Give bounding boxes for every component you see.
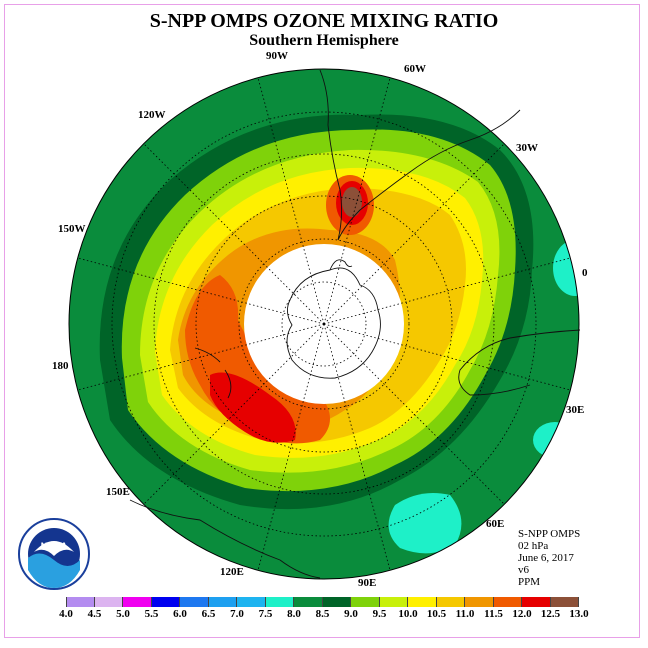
color-swatch [95,597,124,607]
longitude-label-150w: 150W [58,223,86,235]
color-swatch [180,597,209,607]
longitude-label-0: 0 [582,267,588,279]
color-swatch [123,597,152,607]
color-swatch [408,597,437,607]
scale-tick-label: 10.0 [398,608,417,620]
pressure-level: 02 hPa [518,540,580,552]
color-scale-bar [66,597,579,607]
longitude-label-120w: 120W [138,109,166,121]
product-name: S-NPP OMPS [518,528,580,540]
longitude-label-150e: 150E [106,486,130,498]
scale-tick-label: 5.5 [145,608,159,620]
scale-tick-label: 6.0 [173,608,187,620]
color-swatch [380,597,409,607]
scale-tick-label: 9.5 [373,608,387,620]
scale-tick-label: 7.5 [259,608,273,620]
color-swatch [351,597,380,607]
longitude-label-180: 180 [52,360,69,372]
product-version: v6 [518,564,580,576]
color-swatch [152,597,181,607]
noaa-logo-text: NOAA [41,541,68,551]
product-info: S-NPP OMPS 02 hPa June 6, 2017 v6 PPM [518,528,580,588]
color-swatch [237,597,266,607]
color-scale-ticks: 4.0 4.5 5.0 5.5 6.0 6.5 7.0 7.5 8.0 8.5 9.0 9.5 10.0… [66,608,579,622]
color-swatch [437,597,466,607]
scale-tick-label: 13.0 [569,608,588,620]
scale-tick-label: 10.5 [427,608,446,620]
color-swatch [494,597,523,607]
color-swatch [323,597,352,607]
longitude-label-90e: 90E [358,577,376,589]
color-swatch [294,597,323,607]
color-swatch [66,597,95,607]
longitude-label-60e: 60E [486,518,504,530]
longitude-label-90w: 90W [266,50,288,62]
longitude-label-30w: 30W [516,142,538,154]
scale-tick-label: 6.5 [202,608,216,620]
scale-tick-label: 5.0 [116,608,130,620]
scale-tick-label: 11.5 [484,608,503,620]
scale-tick-label: 9.0 [344,608,358,620]
scale-tick-label: 4.0 [59,608,73,620]
longitude-label-30e: 30E [566,404,584,416]
hotspot-brown [342,187,362,217]
scale-tick-label: 7.0 [230,608,244,620]
longitude-label-60w: 60W [404,63,426,75]
product-date: June 6, 2017 [518,552,580,564]
scale-tick-label: 12.5 [541,608,560,620]
scale-tick-label: 8.5 [316,608,330,620]
scale-tick-label: 8.0 [287,608,301,620]
color-swatch [209,597,238,607]
scale-tick-label: 12.0 [512,608,531,620]
product-units: PPM [518,576,580,588]
color-swatch [522,597,551,607]
patch-cyan-southeast [533,422,577,458]
longitude-label-120e: 120E [220,566,244,578]
color-swatch [266,597,295,607]
patch-cyan-east [553,240,597,296]
scale-tick-label: 11.0 [456,608,475,620]
scale-tick-label: 4.5 [88,608,102,620]
color-swatch [465,597,494,607]
color-swatch [551,597,580,607]
noaa-logo: NOAA [19,519,89,589]
